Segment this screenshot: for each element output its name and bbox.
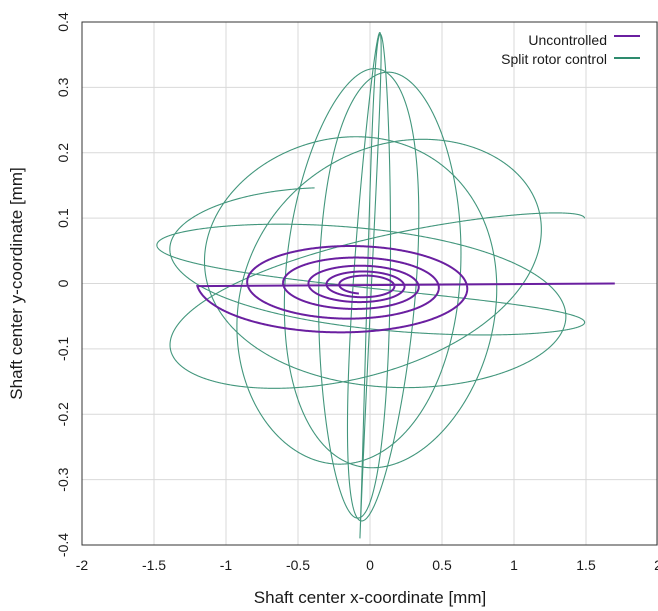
y-tick-label: 0.3 bbox=[55, 77, 71, 97]
series-line-uncontrolled bbox=[196, 245, 615, 334]
y-tick-label: 0.2 bbox=[55, 143, 71, 163]
legend-label-uncontrolled: Uncontrolled bbox=[528, 32, 607, 48]
y-tick-label: 0.4 bbox=[55, 12, 71, 32]
y-tick-label: -0.3 bbox=[55, 467, 71, 491]
x-tick-label: 1.5 bbox=[576, 557, 596, 573]
legend: Uncontrolled Split rotor control bbox=[501, 32, 640, 67]
x-tick-label: 1 bbox=[510, 557, 518, 573]
y-tick-label: -0.1 bbox=[55, 337, 71, 361]
x-tick-label: 0.5 bbox=[432, 557, 452, 573]
plot-frame bbox=[81, 21, 658, 546]
y-tick-label: -0.2 bbox=[55, 402, 71, 426]
x-tick-label: 2 bbox=[654, 557, 658, 573]
legend-label-split-rotor-control: Split rotor control bbox=[501, 51, 607, 67]
x-tick-label: -1 bbox=[220, 557, 233, 573]
x-tick-label: -2 bbox=[76, 557, 89, 573]
y-tick-label: 0 bbox=[55, 279, 71, 287]
tick-labels: -2 -1.5 -1 -0.5 0 0.5 1 1.5 2 -0.4 -0.3 -0.2 -0.1 0 0.… bbox=[55, 12, 658, 573]
y-tick-label: -0.4 bbox=[55, 533, 71, 557]
x-tick-label: -0.5 bbox=[286, 557, 310, 573]
x-axis-label: Shaft center x-coordinate [mm] bbox=[254, 588, 486, 607]
x-tick-label: -1.5 bbox=[142, 557, 166, 573]
series-group bbox=[156, 31, 615, 539]
y-tick-label: 0.1 bbox=[55, 208, 71, 228]
x-tick-label: 0 bbox=[366, 557, 374, 573]
y-axis-label: Shaft center y-coordinate [mm] bbox=[7, 167, 26, 399]
